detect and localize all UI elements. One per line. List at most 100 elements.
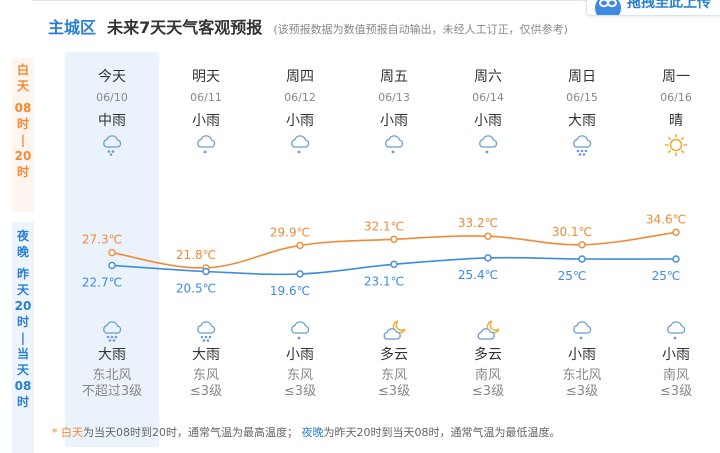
heavy-rain-icon <box>65 318 159 344</box>
wind-level: ≤3级 <box>189 384 223 399</box>
light-rain-icon <box>629 318 720 344</box>
day-weather: 小雨 <box>286 113 314 129</box>
upload-icon <box>595 0 621 15</box>
day-temp-point <box>578 241 586 249</box>
cloudy-night-icon <box>347 318 441 344</box>
heavy-rain-icon <box>535 132 629 160</box>
night-temp-point <box>108 261 116 270</box>
wind-info: 东北风 不超过3级 <box>65 368 159 400</box>
region-name: 主城区 <box>48 18 97 37</box>
day-char: 天 <box>16 79 29 93</box>
day-weather: 小雨 <box>474 113 502 129</box>
day-weather: 中雨 <box>98 113 126 129</box>
night-temp-label: 23.1℃ <box>364 274 404 288</box>
wind-level: ≤3级 <box>377 384 411 399</box>
night-char: 晚 <box>16 245 29 259</box>
night-char: 20 <box>14 299 32 313</box>
day-name: 周四 <box>286 69 314 85</box>
day-char: 时 <box>16 165 29 179</box>
light-rain-icon <box>441 132 535 160</box>
wind-direction: 东北风 <box>562 368 602 383</box>
forecast-title: 未来7天天气客观预报 <box>107 18 263 37</box>
day-date: 06/12 <box>284 91 316 104</box>
night-char: 天 <box>16 363 29 377</box>
forecast-note: (该预报数据为数值预报自动输出，未经人工订正，仅供参考) <box>273 23 568 36</box>
day-temp-point <box>296 241 304 250</box>
wind-direction: 南风 <box>662 368 689 383</box>
day-char: 20 <box>14 149 32 163</box>
day-name: 今天 <box>98 69 126 85</box>
day-date: 06/16 <box>660 91 692 104</box>
day-temp-point <box>390 235 398 244</box>
night-temp-point <box>578 255 586 263</box>
night-temp-point <box>672 255 680 263</box>
night-char: 天 <box>16 283 29 297</box>
day-date: 06/13 <box>378 91 410 104</box>
day-weather: 小雨 <box>380 113 408 129</box>
footnote-night-text: 为昨天20时到当天08时，通常气温为最低温度。 <box>323 426 561 439</box>
day-temp-point <box>484 232 492 240</box>
night-weather: 小雨 <box>568 347 596 363</box>
night-weather: 多云 <box>380 347 408 363</box>
day-period-label: 白天 08 时 | 20 时 <box>12 58 34 212</box>
day-temp-label: 33.2℃ <box>458 216 498 230</box>
day-temp-label: 29.9℃ <box>270 225 310 239</box>
night-temp-point <box>296 270 304 278</box>
sunny-icon <box>629 132 720 160</box>
day-char: 白 <box>16 63 29 77</box>
night-temp-label: 19.6℃ <box>270 284 310 298</box>
rain-icon <box>65 132 159 160</box>
day-temp-label: 21.8℃ <box>176 248 216 262</box>
wind-direction: 东北风 <box>92 368 132 383</box>
wind-direction: 南风 <box>474 368 501 383</box>
footnote-day-word: 白天 <box>61 426 83 439</box>
day-date: 06/10 <box>96 91 128 104</box>
wind-info: 南风 ≤3级 <box>629 368 720 400</box>
light-rain-icon <box>253 318 347 344</box>
night-temp-label: 25℃ <box>558 269 587 283</box>
wind-info: 东北风 ≤3级 <box>535 368 629 400</box>
night-temp-label: 22.7℃ <box>82 275 122 289</box>
night-weather: 大雨 <box>192 347 220 363</box>
day-date: 06/14 <box>472 91 504 104</box>
night-char: 夜 <box>16 229 29 243</box>
day-name: 周日 <box>568 69 596 85</box>
wind-direction: 东风 <box>192 368 219 383</box>
day-char: | <box>20 133 26 147</box>
day-char: 08 <box>14 101 32 115</box>
wind-level: ≤3级 <box>659 384 693 399</box>
upload-button[interactable]: 拖拽至此上传 <box>586 0 720 16</box>
night-period-label: 夜晚昨天 20 时 | 当天 08 时 <box>12 222 34 453</box>
night-temp-label: 25.4℃ <box>458 268 498 282</box>
wind-level: 不超过3级 <box>81 384 143 399</box>
forecast-header: 主城区 未来7天天气客观预报 (该预报数据为数值预报自动输出，未经人工订正，仅供… <box>48 14 568 38</box>
night-char: | <box>20 331 26 345</box>
footnote-star: * <box>52 426 58 439</box>
night-char: 时 <box>16 395 29 409</box>
night-weather: 小雨 <box>286 347 314 363</box>
top-divider <box>32 0 592 1</box>
night-char: 昨 <box>16 267 29 281</box>
day-char: 时 <box>16 117 29 131</box>
day-weather: 小雨 <box>192 113 220 129</box>
wind-level: ≤3级 <box>471 384 505 399</box>
cloudy-night-icon <box>441 318 535 344</box>
night-temp-label: 20.5℃ <box>176 282 216 296</box>
day-temp-label: 34.6℃ <box>646 212 686 226</box>
footnote-day-text: 为当天08时到20时，通常气温为最高温度； <box>83 426 298 439</box>
night-weather: 大雨 <box>98 347 126 363</box>
light-rain-icon <box>347 132 441 160</box>
wind-info: 南风 ≤3级 <box>441 368 535 400</box>
day-temp-point <box>108 248 116 257</box>
night-temp-point <box>202 267 210 276</box>
day-weather: 晴 <box>669 113 683 129</box>
upload-button-label: 拖拽至此上传 <box>627 0 711 11</box>
wind-level: ≤3级 <box>283 384 317 399</box>
day-temp-point <box>672 228 680 237</box>
light-rain-icon <box>535 318 629 344</box>
day-temp-label: 32.1℃ <box>364 219 404 233</box>
wind-info: 东风 ≤3级 <box>347 368 441 400</box>
light-rain-icon <box>159 132 253 160</box>
light-rain-icon <box>253 132 347 160</box>
